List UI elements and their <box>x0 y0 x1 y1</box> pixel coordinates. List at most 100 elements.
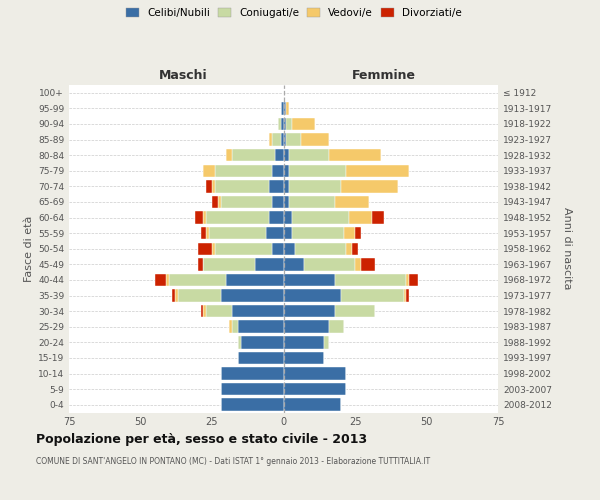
Bar <box>278 118 281 130</box>
Bar <box>238 320 284 333</box>
Bar <box>155 274 166 286</box>
Bar <box>349 212 372 224</box>
Bar <box>203 164 215 177</box>
Bar <box>200 305 203 318</box>
Bar <box>195 212 203 224</box>
Bar <box>346 164 409 177</box>
Bar <box>212 242 215 255</box>
Bar <box>169 274 226 286</box>
Bar <box>284 149 289 162</box>
Bar <box>284 118 286 130</box>
Bar <box>272 164 284 177</box>
Bar <box>272 134 281 146</box>
Bar <box>284 102 286 115</box>
Bar <box>284 242 295 255</box>
Bar <box>292 118 315 130</box>
Bar <box>269 212 284 224</box>
Bar <box>215 180 269 192</box>
Bar <box>281 118 284 130</box>
Bar <box>203 305 206 318</box>
Bar <box>203 212 206 224</box>
Bar <box>197 258 203 270</box>
Bar <box>221 398 284 411</box>
Bar <box>344 227 355 239</box>
Bar <box>289 149 329 162</box>
Bar <box>232 149 275 162</box>
Bar <box>292 212 349 224</box>
Bar <box>284 290 341 302</box>
Bar <box>284 212 292 224</box>
Bar <box>269 180 284 192</box>
Bar <box>175 290 178 302</box>
Bar <box>255 258 284 270</box>
Bar <box>406 274 409 286</box>
Bar <box>281 102 284 115</box>
Bar <box>295 242 346 255</box>
Legend: Celibi/Nubili, Coniugati/e, Vedovi/e, Divorziati/e: Celibi/Nubili, Coniugati/e, Vedovi/e, Di… <box>123 5 465 21</box>
Bar <box>232 305 284 318</box>
Bar <box>404 290 406 302</box>
Bar <box>341 180 398 192</box>
Bar <box>355 258 361 270</box>
Bar <box>409 274 418 286</box>
Bar <box>221 196 272 208</box>
Bar <box>238 352 284 364</box>
Bar <box>284 352 323 364</box>
Bar <box>272 242 284 255</box>
Bar <box>292 227 344 239</box>
Text: Maschi: Maschi <box>159 69 208 82</box>
Bar <box>206 305 232 318</box>
Bar <box>289 180 341 192</box>
Bar <box>289 164 346 177</box>
Bar <box>284 336 323 348</box>
Bar <box>206 227 209 239</box>
Bar <box>272 196 284 208</box>
Bar <box>284 320 329 333</box>
Bar <box>284 134 286 146</box>
Bar <box>284 398 341 411</box>
Bar <box>286 134 301 146</box>
Bar <box>355 227 361 239</box>
Bar <box>301 134 329 146</box>
Bar <box>341 290 404 302</box>
Bar <box>335 196 370 208</box>
Bar <box>284 274 335 286</box>
Bar <box>166 274 169 286</box>
Y-axis label: Fasce di età: Fasce di età <box>24 216 34 282</box>
Bar <box>286 102 289 115</box>
Bar <box>275 149 284 162</box>
Bar <box>284 180 289 192</box>
Bar <box>284 258 304 270</box>
Bar <box>198 242 212 255</box>
Bar <box>232 320 238 333</box>
Bar <box>215 242 272 255</box>
Bar <box>329 149 381 162</box>
Bar <box>215 164 272 177</box>
Bar <box>206 180 212 192</box>
Bar <box>221 290 284 302</box>
Bar <box>200 227 206 239</box>
Bar <box>284 305 335 318</box>
Bar <box>372 212 383 224</box>
Bar <box>284 383 346 396</box>
Bar <box>266 227 284 239</box>
Bar <box>284 164 289 177</box>
Bar <box>172 290 175 302</box>
Bar <box>304 258 355 270</box>
Bar <box>238 336 241 348</box>
Bar <box>284 227 292 239</box>
Y-axis label: Anni di nascita: Anni di nascita <box>562 208 572 290</box>
Bar <box>212 180 215 192</box>
Bar <box>335 274 406 286</box>
Text: Femmine: Femmine <box>352 69 416 82</box>
Text: Popolazione per età, sesso e stato civile - 2013: Popolazione per età, sesso e stato civil… <box>36 432 367 446</box>
Bar <box>284 368 346 380</box>
Bar <box>226 149 232 162</box>
Bar <box>209 227 266 239</box>
Bar <box>281 134 284 146</box>
Bar <box>335 305 375 318</box>
Bar <box>221 368 284 380</box>
Bar <box>218 196 221 208</box>
Bar <box>406 290 409 302</box>
Bar <box>361 258 375 270</box>
